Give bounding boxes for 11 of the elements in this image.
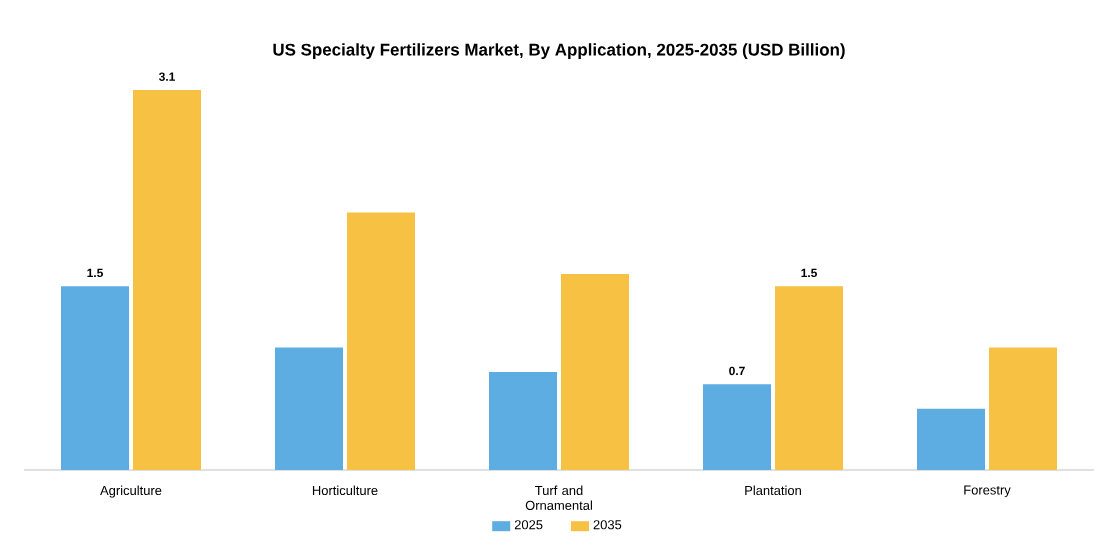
bar xyxy=(989,347,1058,470)
bar xyxy=(917,408,986,470)
bar xyxy=(61,286,129,470)
bar xyxy=(561,273,630,470)
bar xyxy=(703,384,772,470)
bar xyxy=(347,212,415,470)
bar xyxy=(275,347,343,470)
chart-title: US Specialty Fertilizers Market, By Application, 2025-2035 (USD Billion) xyxy=(273,43,845,59)
bar xyxy=(133,90,201,470)
bar xyxy=(489,371,557,470)
bar xyxy=(775,286,844,470)
